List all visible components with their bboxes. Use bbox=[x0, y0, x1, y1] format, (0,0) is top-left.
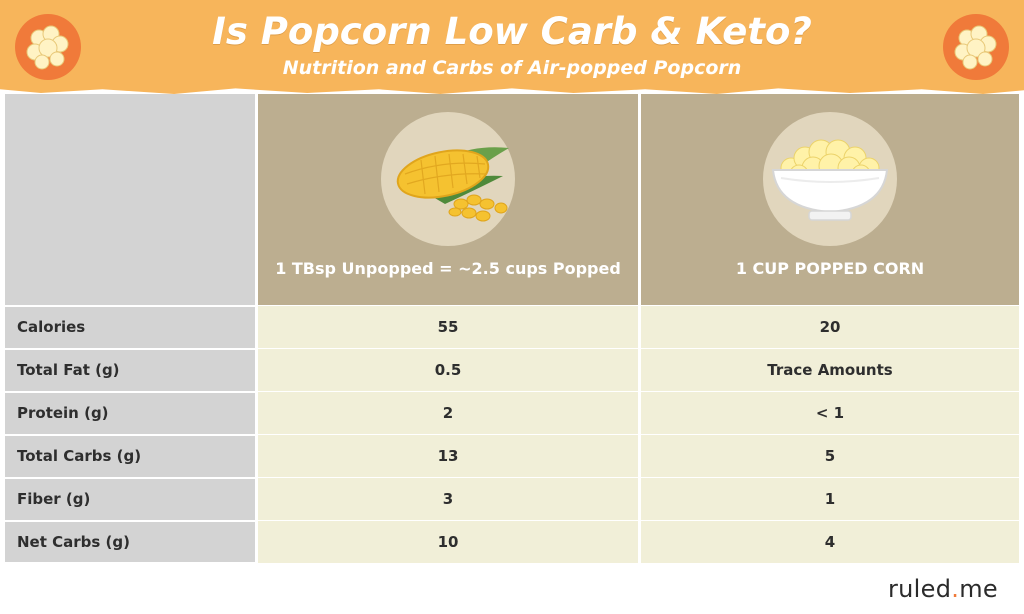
row-label: Total Fat (g) bbox=[17, 361, 120, 379]
page-title: Is Popcorn Low Carb & Keto? bbox=[212, 10, 812, 53]
cell-popped-value: 5 bbox=[641, 435, 1019, 477]
row-label: Net Carbs (g) bbox=[17, 533, 130, 551]
brand-logo: ruled.me bbox=[888, 575, 998, 603]
row-label: Fiber (g) bbox=[17, 490, 91, 508]
page-subtitle: Nutrition and Carbs of Air-popped Popcor… bbox=[282, 57, 742, 79]
column-header-label: 1 CUP POPPED CORN bbox=[735, 259, 925, 278]
brand-dot: . bbox=[951, 575, 960, 603]
table-row: Fiber (g) 3 1 bbox=[0, 478, 1024, 520]
table-row: Net Carbs (g) 10 4 bbox=[0, 521, 1024, 563]
corn-cob-icon bbox=[381, 112, 515, 246]
header-banner bbox=[0, 0, 1024, 94]
popcorn-bowl-icon bbox=[763, 112, 897, 246]
cell-popped-value: 4 bbox=[641, 521, 1019, 563]
cell-unpopped-value: 0.5 bbox=[258, 349, 638, 391]
table-row: Total Carbs (g) 13 5 bbox=[0, 435, 1024, 477]
cell-unpopped-value: 55 bbox=[258, 306, 638, 348]
row-label: Calories bbox=[17, 318, 86, 336]
table-row: Calories 55 20 bbox=[0, 306, 1024, 348]
table-row: Total Fat (g) 0.5 Trace Amounts bbox=[0, 349, 1024, 391]
cell-unpopped-value: 10 bbox=[258, 521, 638, 563]
row-label: Protein (g) bbox=[17, 404, 109, 422]
cell-popped-value: 20 bbox=[641, 306, 1019, 348]
cell-unpopped-value: 13 bbox=[258, 435, 638, 477]
cell-popped-value: < 1 bbox=[641, 392, 1019, 434]
cell-unpopped-value: 2 bbox=[258, 392, 638, 434]
popcorn-icon bbox=[943, 14, 1009, 80]
column-header-unpopped: 1 TBsp Unpopped = ~2.5 cups Popped bbox=[258, 94, 638, 306]
brand-suffix: me bbox=[959, 575, 998, 603]
nutrition-table: 1 TBsp Unpopped = ~2.5 cups Popped 1 bbox=[0, 94, 1024, 563]
label-column bbox=[5, 94, 255, 562]
cell-popped-value: 1 bbox=[641, 478, 1019, 520]
cell-unpopped-value: 3 bbox=[258, 478, 638, 520]
popcorn-icon bbox=[15, 14, 81, 80]
column-header-label: 1 TBsp Unpopped = ~2.5 cups Popped bbox=[275, 259, 621, 278]
table-row: Protein (g) 2 < 1 bbox=[0, 392, 1024, 434]
row-label: Total Carbs (g) bbox=[17, 447, 142, 465]
brand-name: ruled bbox=[888, 575, 952, 603]
column-header-popped: 1 CUP POPPED CORN bbox=[641, 94, 1019, 306]
cell-popped-value: Trace Amounts bbox=[641, 349, 1019, 391]
